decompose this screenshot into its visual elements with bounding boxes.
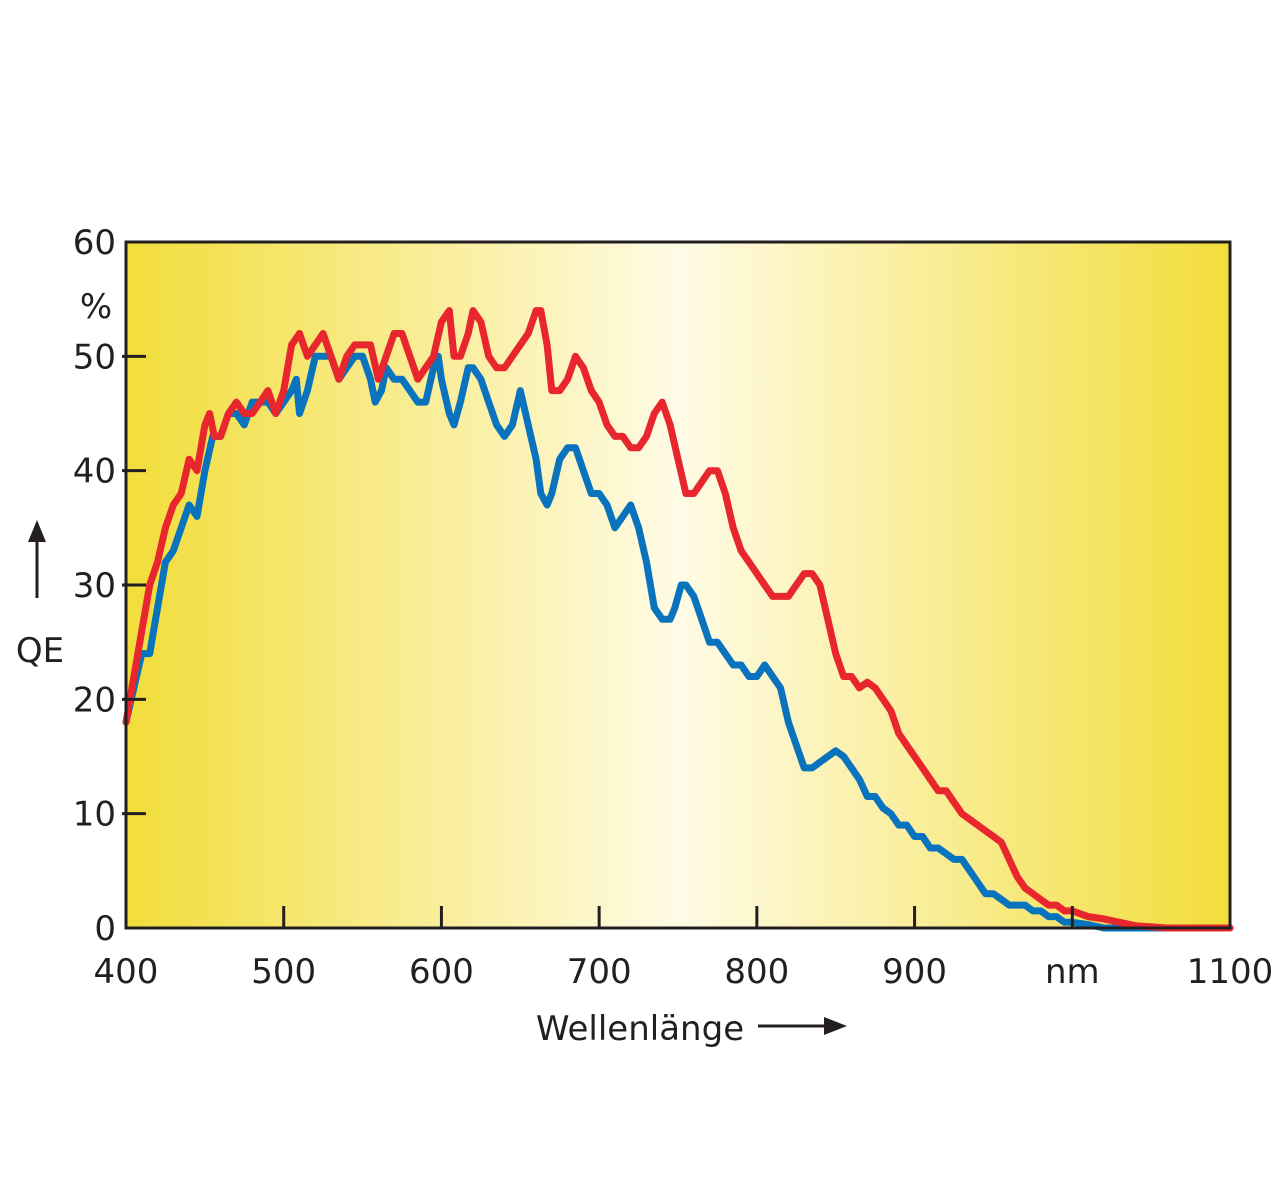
y-tick-label: 10 xyxy=(73,795,116,835)
x-tick-label: 500 xyxy=(251,952,316,992)
x-tick-label: 1100 xyxy=(1187,952,1274,992)
series-line-2 xyxy=(122,307,1234,932)
x-tick-label: 800 xyxy=(724,952,789,992)
y-axis-arrow-icon xyxy=(28,520,46,598)
x-tick-label: 700 xyxy=(567,952,632,992)
x-tick-label: 900 xyxy=(882,952,947,992)
y-tick-label: 60 xyxy=(73,223,116,263)
y-tick-label: 20 xyxy=(73,680,116,720)
x-axis-label: Wellenlänge xyxy=(536,1009,744,1049)
y-tick-label: 50 xyxy=(73,337,116,377)
series-line-1 xyxy=(122,352,1234,932)
x-tick-label: 400 xyxy=(94,952,159,992)
x-axis: 400 500 600 700 800 900 nm 1100 xyxy=(94,906,1274,992)
x-tick-label: nm xyxy=(1045,952,1100,992)
y-unit-label: % xyxy=(80,287,112,327)
y-axis-label: QE xyxy=(16,631,64,671)
y-tick-label: 30 xyxy=(73,566,116,606)
y-axis: 0 10 20 30 40 50 60 xyxy=(73,223,146,949)
x-tick-label: 600 xyxy=(409,952,474,992)
series-layer xyxy=(122,307,1234,932)
y-tick-label: 0 xyxy=(94,909,116,949)
x-axis-arrow-icon xyxy=(758,1017,847,1035)
y-tick-label: 40 xyxy=(73,452,116,492)
